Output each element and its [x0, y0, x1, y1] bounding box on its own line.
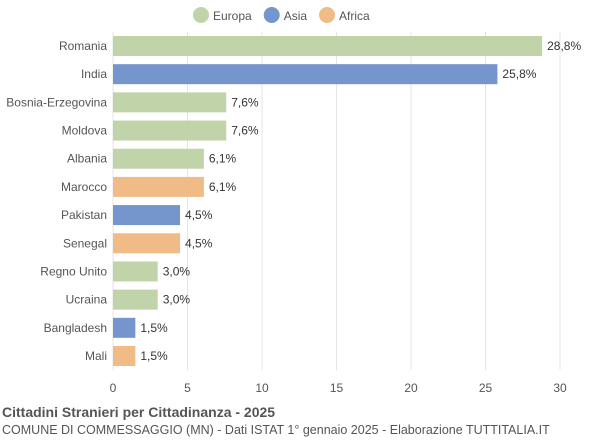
bar [113, 92, 227, 113]
bar [113, 176, 204, 197]
x-tick-label: 15 [330, 381, 344, 395]
category-label: Albania [67, 152, 107, 166]
x-tick-label: 10 [255, 381, 269, 395]
category-label: Romania [59, 39, 107, 53]
category-label: Marocco [61, 180, 107, 194]
category-label: Senegal [63, 236, 107, 250]
legend-label: Africa [339, 9, 370, 23]
bar [113, 120, 227, 141]
legend-marker [319, 7, 336, 23]
data-label: 6,1% [209, 152, 237, 166]
data-label: 4,5% [185, 236, 213, 250]
bar [113, 346, 136, 366]
data-label: 3,0% [163, 264, 191, 278]
bar [113, 64, 498, 85]
x-tick-label: 20 [404, 381, 418, 395]
bar [113, 317, 136, 338]
category-label: Ucraina [66, 293, 108, 307]
data-label: 25,8% [502, 67, 536, 81]
legend-label: Europa [213, 9, 252, 23]
x-tick-label: 25 [479, 381, 493, 395]
category-label: Bangladesh [44, 321, 107, 335]
chart-title: Cittadini Stranieri per Cittadinanza - 2… [2, 404, 276, 420]
bar [113, 289, 158, 310]
data-label: 7,6% [231, 124, 259, 138]
data-label: 3,0% [163, 293, 191, 307]
legend-label: Asia [284, 9, 308, 23]
bar [113, 36, 543, 56]
category-label: Pakistan [61, 208, 107, 222]
category-label: India [81, 67, 107, 81]
legend-marker [263, 7, 280, 23]
category-label: Moldova [62, 124, 108, 138]
legend-marker [193, 7, 209, 23]
x-tick-label: 30 [553, 381, 567, 395]
data-label: 7,6% [231, 95, 259, 109]
bar [113, 233, 181, 254]
data-label: 1,5% [140, 349, 168, 363]
bar [113, 205, 181, 226]
bar [113, 148, 204, 169]
data-label: 4,5% [185, 208, 213, 222]
category-label: Bosnia-Erzegovina [6, 95, 107, 109]
category-label: Mali [85, 349, 107, 363]
chart-subtitle: COMUNE DI COMMESSAGGIO (MN) - Dati ISTAT… [2, 423, 550, 437]
bar [113, 261, 158, 282]
data-label: 1,5% [140, 321, 168, 335]
x-tick-label: 0 [110, 381, 117, 395]
x-tick-label: 5 [184, 381, 191, 395]
data-label: 28,8% [547, 39, 581, 53]
data-label: 6,1% [209, 180, 237, 194]
category-label: Regno Unito [40, 264, 107, 278]
